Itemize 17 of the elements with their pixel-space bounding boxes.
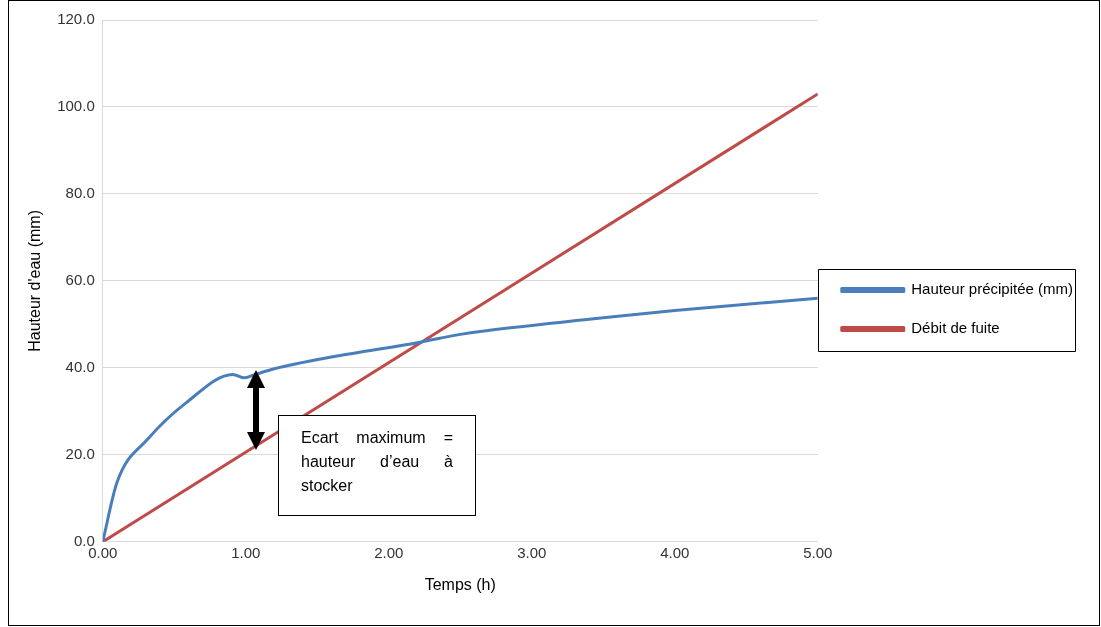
y-tick-label: 60.0 <box>65 271 95 289</box>
annotation: Ecart maximum = hauteur d’eau à stocker <box>278 415 476 516</box>
y-tick-label: 20.0 <box>65 444 95 462</box>
x-tick-label: 2.00 <box>374 543 404 561</box>
x-tick-label: 1.00 <box>231 543 261 561</box>
y-tick-label: 120.0 <box>57 10 95 28</box>
x-tick-label: 5.00 <box>803 543 833 561</box>
x-tick-label: 3.00 <box>517 543 547 561</box>
legend-label: Débit de fuite <box>911 319 1000 337</box>
y-tick-label: 40.0 <box>65 358 95 376</box>
x-tick-label: 4.00 <box>660 543 690 561</box>
y-tick-label: 80.0 <box>65 184 95 202</box>
y-axis-title: Hauteur d'eau (mm) <box>26 210 44 352</box>
y-tick-label: 100.0 <box>57 97 95 115</box>
x-axis-title: Temps (h) <box>424 575 496 593</box>
legend-label: Hauteur précipitée (mm) <box>911 280 1073 298</box>
line-series <box>102 296 818 542</box>
